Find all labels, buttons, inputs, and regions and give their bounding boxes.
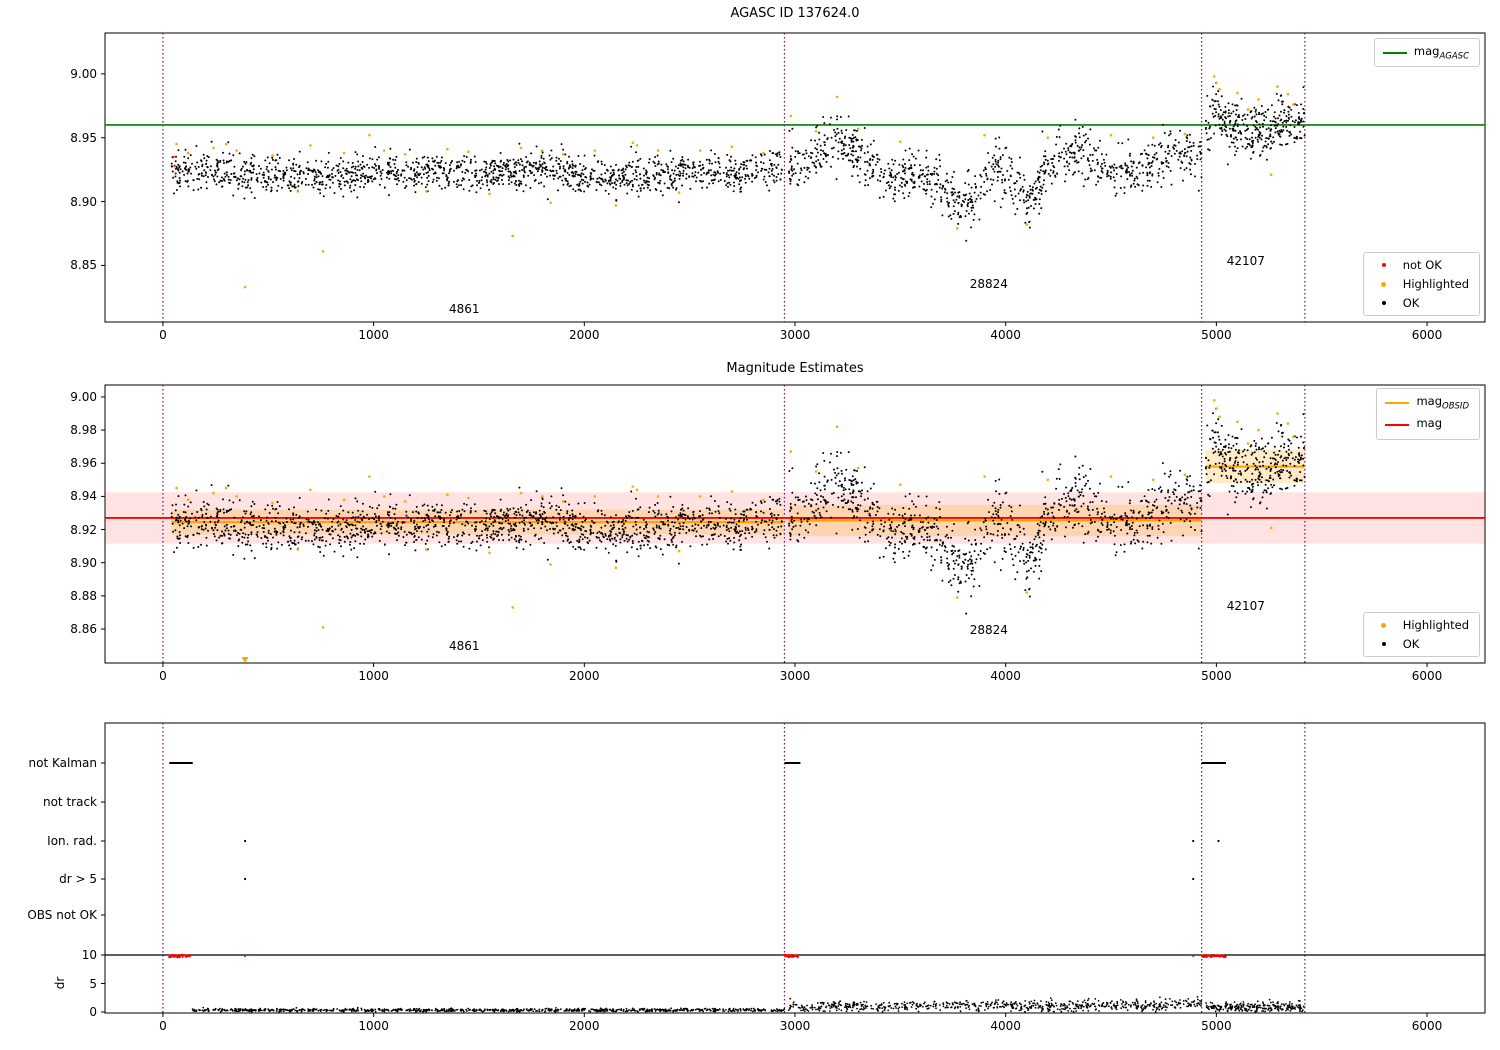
x-tick-label: 2000 (569, 669, 600, 683)
highlighted-marker-sample (1381, 622, 1387, 628)
plot3-canvas (101, 722, 1486, 1017)
legend-plot2-markers: Highlighted OK (1362, 612, 1480, 657)
dr-tick-label: 5 (89, 976, 97, 991)
x-tick-label: 6000 (1411, 328, 1443, 342)
x-tick-label: 5000 (1201, 328, 1232, 342)
plot-magnitude-estimates: Magnitude Estimates magOBSID mag Highlig… (0, 350, 1500, 688)
legend-label-not-ok: not OK (1402, 258, 1442, 272)
y-tick-label: 8.85 (70, 258, 97, 273)
y-tick-label: 8.90 (70, 555, 97, 570)
dr-tick-label: 0 (89, 1005, 97, 1019)
legend-label-mag-agasc: magAGASC (1413, 44, 1469, 62)
x-tick-label: 6000 (1411, 1019, 1443, 1033)
plot1-title: AGASC ID 137624.0 (730, 6, 860, 21)
mag-agasc-line-sample (1382, 51, 1407, 54)
obsid-label: 4861 (448, 302, 480, 317)
legend-label-highlighted: Highlighted (1402, 277, 1469, 291)
legend-entry-ok: OK (1372, 637, 1469, 651)
x-tick-label: 0 (159, 1019, 167, 1033)
obsid-label: 4861 (448, 639, 480, 654)
obsid-label: 42107 (1226, 599, 1265, 614)
plot-agasc-magnitude: AGASC ID 137624.0 magAGASC not OK Highli… (0, 0, 1500, 350)
x-tick-label: 2000 (569, 1019, 600, 1033)
legend-entry-mag: mag (1385, 416, 1469, 433)
legend-label-ok: OK (1402, 296, 1420, 310)
x-tick-label: 4000 (990, 669, 1021, 683)
not-ok-marker-sample (1381, 263, 1386, 267)
y-tick-label: 8.96 (70, 456, 97, 471)
y-tick-label: 8.95 (70, 130, 97, 145)
plot2-canvas (101, 384, 1486, 667)
x-tick-label: 4000 (990, 328, 1021, 342)
x-tick-label: 1000 (358, 669, 389, 683)
dr-tick-label: 10 (81, 948, 97, 962)
legend-entry-highlighted: Highlighted (1372, 618, 1469, 632)
legend-label-mag: mag (1416, 416, 1443, 431)
x-tick-label: 0 (159, 669, 167, 683)
legend-entry-mag-obsid: magOBSID (1385, 394, 1469, 411)
obsid-label: 28824 (969, 622, 1008, 637)
y-tick-label: 9.00 (70, 389, 97, 404)
flag-category-label: Ion. rad. (47, 834, 97, 848)
y-tick-label: 8.92 (70, 522, 97, 537)
x-tick-label: 6000 (1411, 669, 1443, 683)
x-tick-label: 5000 (1201, 669, 1232, 683)
obsid-label: 28824 (969, 276, 1008, 291)
mag-obsid-line-sample (1385, 401, 1410, 404)
x-tick-label: 2000 (569, 328, 600, 342)
x-tick-label: 3000 (779, 328, 811, 342)
y-tick-label: 9.00 (70, 66, 97, 81)
plot2-title: Magnitude Estimates (726, 361, 864, 376)
legend-label-mag-obsid: magOBSID (1416, 394, 1469, 412)
legend-label-highlighted: Highlighted (1402, 618, 1469, 632)
obsid-label: 42107 (1226, 253, 1265, 268)
ok-marker-sample (1381, 301, 1386, 305)
legend-mag-agasc: magAGASC (1373, 38, 1480, 68)
highlighted-marker-sample (1381, 281, 1387, 287)
y-tick-label: 8.94 (70, 489, 97, 504)
flag-category-label: OBS not OK (27, 908, 97, 922)
x-tick-label: 0 (159, 328, 167, 342)
flag-category-label: dr > 5 (59, 872, 97, 886)
legend-plot1-markers: not OK Highlighted OK (1362, 252, 1480, 316)
legend-entry-highlighted: Highlighted (1372, 277, 1469, 291)
ok-marker-sample (1381, 642, 1386, 646)
legend-entry-not-ok: not OK (1372, 258, 1469, 272)
flag-category-label: not track (42, 795, 97, 809)
y-tick-label: 8.88 (70, 588, 97, 603)
flag-category-label: not Kalman (28, 756, 97, 770)
legend-entry-ok: OK (1372, 296, 1469, 310)
x-tick-label: 1000 (358, 1019, 389, 1033)
mag-line-sample (1385, 423, 1410, 426)
legend-mag-lines: magOBSID mag (1376, 388, 1480, 440)
y-tick-label: 8.90 (70, 194, 97, 209)
y-tick-label: 8.86 (70, 622, 97, 637)
x-tick-label: 4000 (990, 1019, 1021, 1033)
legend-label-ok: OK (1402, 637, 1420, 651)
x-tick-label: 5000 (1201, 1019, 1232, 1033)
x-tick-label: 3000 (779, 1019, 811, 1033)
x-tick-label: 3000 (779, 669, 811, 683)
x-tick-label: 1000 (358, 328, 389, 342)
legend-entry-mag-agasc: magAGASC (1382, 44, 1469, 62)
plot1-canvas (101, 32, 1486, 326)
plot-flags-dr: dr 0 1000 2000 3000 4000 5000 6000 not Kalman no… (0, 688, 1500, 1050)
y-tick-label: 8.98 (70, 423, 97, 438)
